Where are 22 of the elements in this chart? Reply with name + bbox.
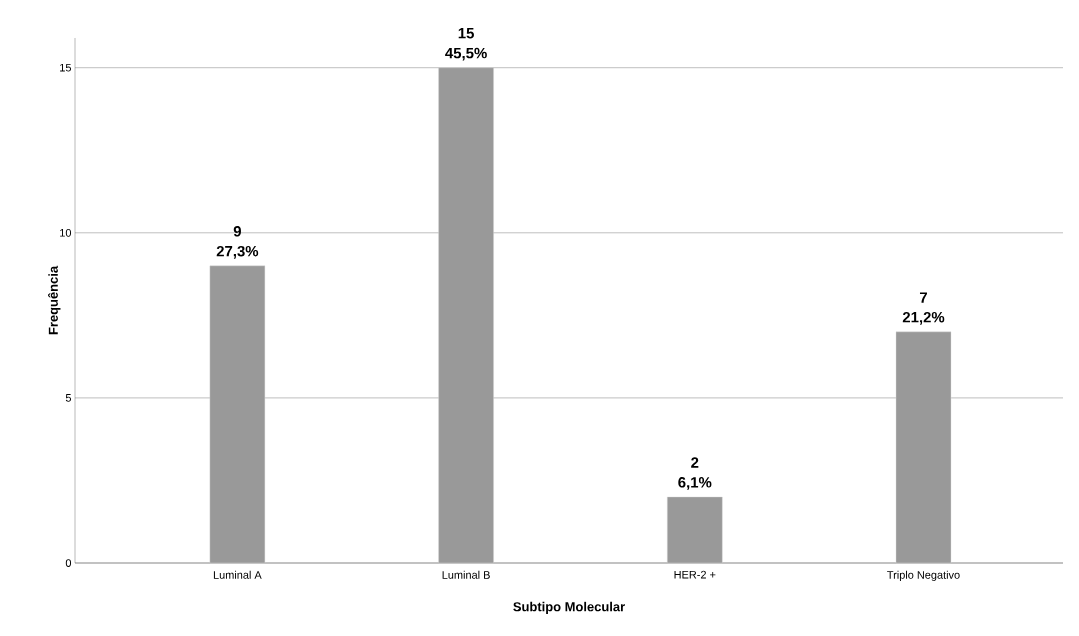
y-tick-label: 5 bbox=[65, 394, 72, 402]
data-label: 2 bbox=[691, 457, 699, 468]
y-tick-label: 10 bbox=[60, 228, 72, 237]
x-tick-label: Luminal B bbox=[442, 570, 490, 579]
data-label: 15 bbox=[458, 28, 474, 39]
y-tick-label: 0 bbox=[65, 559, 72, 567]
x-tick-label: HER-2 + bbox=[674, 570, 716, 579]
annotation: 6,1% bbox=[678, 477, 712, 490]
annotation: 45,5% bbox=[445, 47, 487, 61]
x-tick-label: Luminal A bbox=[213, 570, 262, 579]
bar bbox=[209, 265, 266, 564]
data-label: 7 bbox=[919, 292, 927, 303]
x-axis-title: Subtipo Molecular bbox=[513, 601, 625, 614]
bar bbox=[438, 67, 494, 564]
y-axis-title: Frequência bbox=[48, 265, 61, 335]
annotation: 21,2% bbox=[902, 311, 945, 325]
data-label: 9 bbox=[233, 226, 241, 237]
bar bbox=[667, 496, 723, 564]
bar bbox=[895, 331, 952, 564]
y-tick-label: 15 bbox=[60, 63, 72, 72]
annotation: 27,3% bbox=[216, 245, 259, 259]
x-tick-label: Triplo Negativo bbox=[887, 570, 960, 581]
